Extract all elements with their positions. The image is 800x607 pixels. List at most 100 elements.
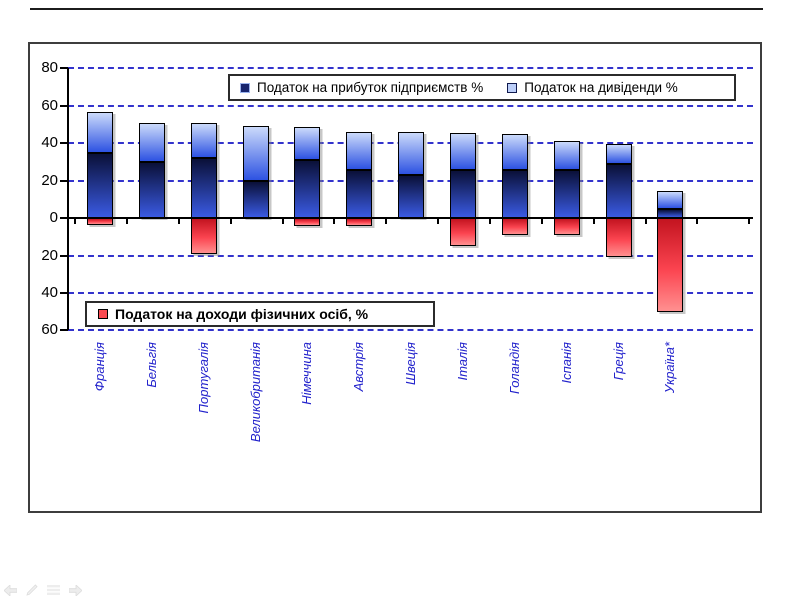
- category-label-text: Австрія: [351, 342, 367, 392]
- y-axis-tick: [60, 179, 68, 182]
- bar-dividend-tax: [501, 133, 528, 170]
- x-axis-tick: [74, 219, 77, 225]
- dividend-tax-legend-marker: [507, 82, 518, 93]
- chart-frame: Податок на прибуток підприємств % Подато…: [28, 42, 762, 513]
- y-axis-label: 60: [41, 321, 58, 339]
- y-axis-tick: [60, 104, 68, 107]
- y-axis-tick: [60, 217, 68, 220]
- x-axis-tick: [644, 219, 647, 225]
- y-axis-label: 20: [41, 246, 58, 264]
- y-axis-tick: [60, 142, 68, 145]
- legend-item-personal-income-tax: Податок на доходи фізичних осіб, %: [98, 306, 368, 322]
- category-label: Великобританія: [248, 341, 264, 486]
- bar-personal-income-tax: [657, 218, 684, 312]
- y-axis-label: 20: [41, 171, 58, 189]
- bar-corporate-tax: [553, 169, 580, 219]
- slideshow-nav-controls: [4, 584, 82, 596]
- y-axis-tick: [60, 67, 68, 70]
- y-gridline: [68, 67, 753, 70]
- personal-income-tax-legend-marker: [98, 309, 108, 319]
- category-label-text: Бельгія: [143, 342, 159, 388]
- y-gridline: [68, 104, 753, 107]
- y-axis-tick: [60, 329, 68, 332]
- category-label: Італія: [455, 341, 471, 486]
- legend-bottom: Податок на доходи фізичних осіб, %: [85, 301, 435, 327]
- y-axis-line: [66, 68, 69, 331]
- category-label-text: Франція: [92, 342, 107, 392]
- bar-corporate-tax: [346, 169, 373, 219]
- bar-personal-income-tax: [553, 218, 580, 236]
- x-axis-tick: [592, 219, 595, 225]
- y-gridline: [68, 254, 753, 257]
- legend-item-dividend-tax: Податок на дивіденди %: [507, 80, 678, 95]
- bar-personal-income-tax: [501, 218, 528, 236]
- bar-dividend-tax: [190, 122, 217, 159]
- category-label: Іспанія: [559, 341, 575, 486]
- y-axis-label: 40: [41, 134, 58, 152]
- pen-tool-button[interactable]: [26, 584, 38, 596]
- bar-dividend-tax: [346, 132, 373, 170]
- bar-dividend-tax: [553, 140, 580, 170]
- category-label: Греція: [611, 341, 627, 486]
- bar-personal-income-tax: [346, 218, 373, 226]
- x-axis-tick: [177, 219, 180, 225]
- bar-personal-income-tax: [450, 218, 477, 247]
- category-label-text: Німеччина: [299, 342, 315, 405]
- bar-personal-income-tax: [605, 218, 632, 258]
- bar-dividend-tax: [657, 191, 684, 209]
- category-label: Швеція: [403, 341, 419, 486]
- y-gridline: [68, 329, 753, 332]
- category-label: Україна*: [662, 341, 678, 486]
- category-label: Франція: [92, 341, 108, 486]
- bar-corporate-tax: [501, 169, 528, 219]
- category-label: Бельгія: [144, 341, 160, 486]
- x-axis-tick: [696, 219, 699, 225]
- bar-dividend-tax: [605, 144, 632, 164]
- bar-corporate-tax: [190, 158, 217, 219]
- bar-dividend-tax: [138, 122, 165, 163]
- next-slide-button[interactable]: [69, 584, 82, 596]
- category-label-text: Італія: [455, 342, 471, 381]
- bar-dividend-tax: [398, 132, 425, 176]
- bar-corporate-tax: [450, 169, 477, 219]
- bar-corporate-tax: [87, 152, 113, 219]
- bar-corporate-tax: [138, 162, 165, 219]
- bar-personal-income-tax: [294, 218, 321, 226]
- dividend-tax-legend-label: Податок на дивіденди %: [524, 80, 678, 95]
- category-label-text: Греція: [610, 342, 626, 381]
- top-rule: [30, 8, 763, 10]
- legend-top: Податок на прибуток підприємств % Подато…: [228, 74, 736, 101]
- x-axis-tick: [748, 219, 751, 225]
- category-label-text: Великобританія: [247, 342, 263, 443]
- previous-slide-button[interactable]: [4, 584, 17, 596]
- x-axis-tick: [333, 219, 336, 225]
- y-axis-tick: [60, 254, 68, 257]
- bar-dividend-tax: [87, 111, 113, 153]
- category-label: Португалія: [196, 341, 212, 486]
- bar-dividend-tax: [242, 125, 269, 181]
- x-axis-tick: [125, 219, 128, 225]
- x-axis-tick: [385, 219, 388, 225]
- category-label: Австрія: [351, 341, 367, 486]
- x-axis-line: [68, 217, 753, 220]
- y-axis-label: 80: [41, 59, 58, 77]
- x-axis-tick: [488, 219, 491, 225]
- category-label-text: Португалія: [195, 342, 211, 414]
- category-label-text: Голандія: [506, 342, 522, 395]
- category-label-text: Швеція: [403, 342, 419, 385]
- slide-menu-button[interactable]: [47, 585, 60, 595]
- bar-corporate-tax: [242, 180, 269, 219]
- bar-personal-income-tax: [190, 218, 217, 254]
- x-axis-tick: [437, 219, 440, 225]
- corporate-tax-legend-label: Податок на прибуток підприємств %: [257, 80, 484, 95]
- y-axis-label: 0: [49, 209, 58, 227]
- category-label: Голандія: [507, 341, 523, 486]
- y-axis-tick: [60, 292, 68, 295]
- bar-corporate-tax: [398, 175, 425, 219]
- y-axis-label: 60: [41, 96, 58, 114]
- y-axis-label: 40: [41, 284, 58, 302]
- category-label-text: Україна*: [662, 342, 678, 394]
- bar-corporate-tax: [294, 160, 321, 219]
- legend-item-corporate-tax: Податок на прибуток підприємств %: [240, 80, 483, 95]
- corporate-tax-legend-marker: [240, 82, 250, 93]
